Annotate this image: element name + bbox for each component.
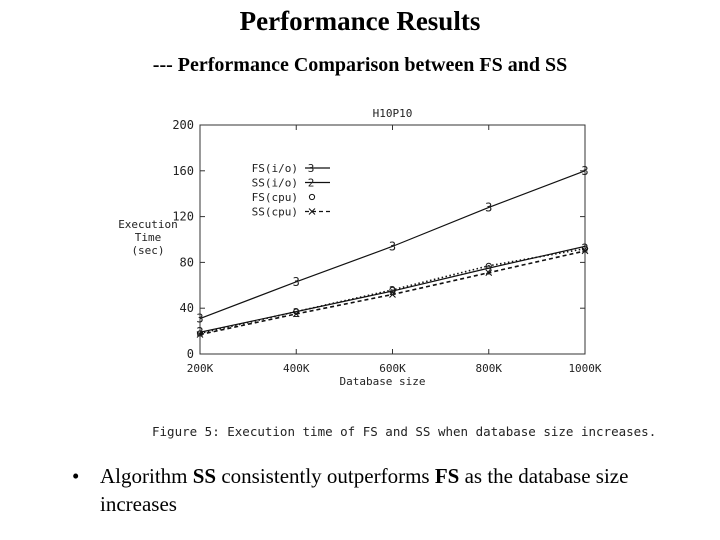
slide-subtitle: --- Performance Comparison between FS an… bbox=[152, 54, 568, 76]
figure-caption: Figure 5: Execution time of FS and SS wh… bbox=[152, 424, 657, 439]
bullet-text-part: FS bbox=[434, 464, 460, 488]
x-tick-label: 600K bbox=[379, 362, 406, 375]
series-point bbox=[196, 331, 204, 338]
series-point bbox=[485, 269, 493, 277]
y-tick-label: 40 bbox=[180, 301, 194, 315]
bullet-text-part: Algorithm bbox=[100, 464, 193, 488]
data-point-label: 3 bbox=[196, 312, 203, 326]
data-point-label: 2 bbox=[485, 263, 492, 277]
y-tick-label: 0 bbox=[187, 347, 194, 361]
legend-marker: 3 bbox=[308, 162, 315, 175]
data-point-label: 2 bbox=[581, 242, 588, 256]
x-tick-label: 800K bbox=[476, 362, 503, 375]
y-tick-label: 160 bbox=[172, 164, 194, 178]
chart-title: H10P10 bbox=[373, 107, 413, 120]
legend-label: FS(cpu) bbox=[252, 191, 298, 204]
series-point bbox=[485, 262, 492, 269]
bullet-text-part: consistently outperforms bbox=[216, 464, 435, 488]
data-point-label: 2 bbox=[389, 284, 396, 298]
data-point-label: 3 bbox=[485, 200, 492, 214]
series-line bbox=[199, 247, 586, 335]
x-tick-label: 200K bbox=[187, 362, 214, 375]
y-axis-label: (sec) bbox=[131, 244, 164, 257]
slide-title: Performance Results bbox=[239, 6, 481, 36]
series-point bbox=[389, 291, 396, 298]
bullet-text-part: as the database size increases bbox=[100, 464, 629, 516]
series-point bbox=[581, 247, 589, 255]
performance-chart: H10P10 0 40 80 120 160 200 200K 400K 600K 800K 1000… bbox=[118, 107, 602, 388]
x-axis-label: Database size bbox=[339, 375, 425, 388]
x-tick-label: 1000K bbox=[568, 362, 601, 375]
bullet-dot: • bbox=[72, 464, 80, 488]
series-point bbox=[292, 310, 300, 318]
legend-label: FS(i/o) bbox=[252, 162, 298, 175]
data-point-label: 3 bbox=[389, 239, 396, 253]
data-point-label: 3 bbox=[293, 275, 300, 289]
bullet-text-part: SS bbox=[192, 464, 217, 488]
data-point-label: 2 bbox=[196, 325, 203, 339]
series-point bbox=[389, 286, 396, 293]
legend-marker bbox=[308, 193, 316, 201]
series-line bbox=[199, 170, 586, 320]
y-axis-label: Execution bbox=[118, 218, 178, 231]
data-point-label: 2 bbox=[293, 306, 300, 320]
y-tick-label: 80 bbox=[180, 255, 194, 269]
bullet-text: Algorithm SS consistently outperforms FS… bbox=[100, 462, 680, 518]
legend-label: SS(cpu) bbox=[252, 206, 298, 219]
y-axis-label: Time bbox=[135, 231, 162, 244]
legend-marker bbox=[308, 208, 316, 215]
legend-label: SS(i/o) bbox=[252, 177, 298, 190]
y-tick-label: 200 bbox=[172, 118, 194, 132]
legend-marker: 2 bbox=[308, 177, 315, 190]
x-tick-label: 400K bbox=[283, 362, 310, 375]
data-point-label: 3 bbox=[581, 164, 588, 178]
y-tick-label: 120 bbox=[172, 210, 194, 224]
